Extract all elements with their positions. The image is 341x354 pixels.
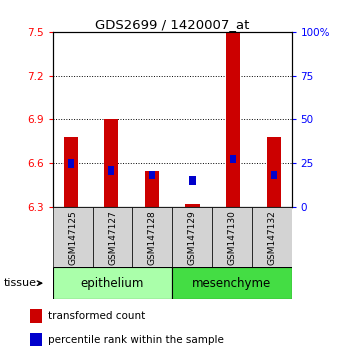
Bar — [252, 207, 292, 267]
Title: GDS2699 / 1420007_at: GDS2699 / 1420007_at — [95, 18, 249, 31]
Text: mesenchyme: mesenchyme — [192, 277, 271, 290]
Bar — [230, 155, 236, 163]
Bar — [53, 207, 93, 267]
Bar — [93, 207, 132, 267]
Text: GSM147129: GSM147129 — [188, 210, 197, 264]
Bar — [108, 166, 115, 175]
Bar — [270, 171, 277, 179]
Text: GSM147130: GSM147130 — [227, 210, 236, 265]
Text: GSM147125: GSM147125 — [68, 210, 77, 264]
Text: GSM147127: GSM147127 — [108, 210, 117, 264]
Bar — [64, 137, 78, 207]
Bar — [30, 333, 42, 347]
Bar — [145, 171, 159, 207]
Bar — [68, 159, 74, 168]
Text: GSM147128: GSM147128 — [148, 210, 157, 264]
Bar — [267, 137, 281, 207]
Bar — [132, 207, 172, 267]
Bar — [212, 207, 252, 267]
Bar — [226, 32, 240, 207]
Bar — [30, 309, 42, 322]
Bar — [172, 207, 212, 267]
Text: GSM147132: GSM147132 — [267, 210, 276, 264]
Bar — [149, 171, 155, 179]
Text: transformed count: transformed count — [48, 311, 146, 321]
Bar — [190, 176, 195, 185]
Bar — [172, 267, 292, 299]
Text: tissue: tissue — [3, 278, 36, 288]
Bar — [104, 119, 118, 207]
Bar — [186, 204, 199, 207]
Text: epithelium: epithelium — [81, 277, 144, 290]
Text: percentile rank within the sample: percentile rank within the sample — [48, 335, 224, 345]
Bar — [53, 267, 172, 299]
